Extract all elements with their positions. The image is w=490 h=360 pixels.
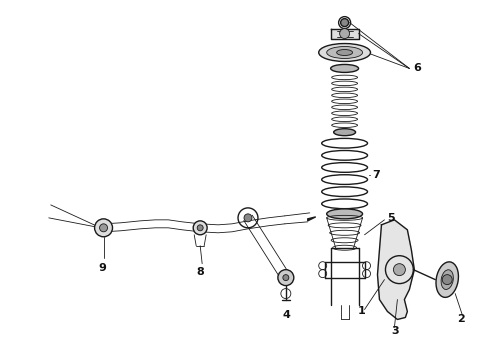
Circle shape bbox=[340, 28, 349, 39]
Ellipse shape bbox=[337, 50, 353, 55]
Text: 9: 9 bbox=[98, 263, 106, 273]
Circle shape bbox=[197, 225, 203, 231]
Text: 6: 6 bbox=[414, 63, 421, 73]
Circle shape bbox=[442, 275, 452, 285]
Circle shape bbox=[193, 221, 207, 235]
Circle shape bbox=[95, 219, 113, 237]
Circle shape bbox=[99, 224, 107, 232]
Ellipse shape bbox=[331, 64, 359, 72]
Circle shape bbox=[244, 214, 252, 222]
Polygon shape bbox=[308, 217, 316, 221]
Circle shape bbox=[278, 270, 294, 285]
Text: 2: 2 bbox=[457, 314, 465, 324]
Text: 4: 4 bbox=[283, 310, 291, 320]
Ellipse shape bbox=[436, 262, 459, 297]
Ellipse shape bbox=[334, 129, 356, 136]
Polygon shape bbox=[331, 28, 359, 39]
Ellipse shape bbox=[327, 46, 363, 58]
Polygon shape bbox=[377, 220, 415, 319]
Circle shape bbox=[393, 264, 405, 276]
Ellipse shape bbox=[318, 44, 370, 62]
Ellipse shape bbox=[441, 270, 453, 289]
Circle shape bbox=[341, 19, 348, 27]
Text: 1: 1 bbox=[358, 306, 366, 316]
Text: 7: 7 bbox=[372, 170, 380, 180]
Text: 3: 3 bbox=[392, 327, 399, 336]
Ellipse shape bbox=[327, 209, 363, 219]
Text: 5: 5 bbox=[388, 213, 395, 223]
Circle shape bbox=[283, 275, 289, 280]
Text: 8: 8 bbox=[196, 267, 204, 276]
